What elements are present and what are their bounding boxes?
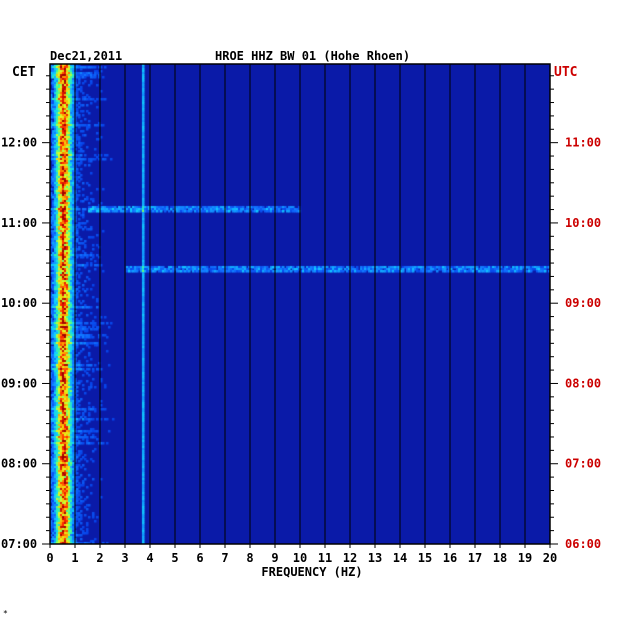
right-time-label: 07:00: [565, 457, 601, 471]
x-tick-label: 0: [46, 551, 53, 565]
left-time-label: 10:00: [1, 296, 37, 310]
x-tick-label: 6: [196, 551, 203, 565]
x-tick-label: 9: [271, 551, 278, 565]
x-tick-label: 19: [518, 551, 532, 565]
frequency-gridlines: [74, 64, 526, 544]
x-tick-label: 7: [221, 551, 228, 565]
left-time-label: 11:00: [1, 216, 37, 230]
left-time-label: 12:00: [1, 136, 37, 150]
x-tick-label: 18: [493, 551, 507, 565]
left-time-label: 09:00: [1, 376, 37, 390]
x-tick-label: 4: [146, 551, 153, 565]
right-timezone-label: UTC: [554, 65, 577, 80]
left-time-axis: 12:00 11:00 10:00 09:00 08:00 07:00: [1, 75, 50, 551]
x-tick-label: 1: [71, 551, 78, 565]
x-tick-label: 11: [318, 551, 332, 565]
right-time-label: 08:00: [565, 376, 601, 390]
x-tick-label: 17: [468, 551, 482, 565]
x-tick-label: 12: [343, 551, 357, 565]
x-tick-label: 5: [171, 551, 178, 565]
x-tick-label: 13: [368, 551, 382, 565]
date-label: Dec21,2011: [50, 49, 122, 63]
x-axis-label: FREQUENCY (HZ): [261, 565, 362, 579]
x-tick-label: 15: [418, 551, 432, 565]
left-time-label: 08:00: [1, 457, 37, 471]
x-tick-label: 2: [96, 551, 103, 565]
right-time-label: 06:00: [565, 537, 601, 551]
left-timezone-label: CET: [12, 65, 36, 80]
x-tick-label: 16: [443, 551, 457, 565]
x-tick-label: 8: [246, 551, 253, 565]
x-tick-label: 3: [121, 551, 128, 565]
x-tick-label: 20: [543, 551, 557, 565]
station-title: HROE HHZ BW 01 (Hohe Rhoen): [215, 49, 410, 63]
footer-mark: *: [3, 609, 8, 618]
left-time-label: 07:00: [1, 537, 37, 551]
right-time-label: 11:00: [565, 136, 601, 150]
right-time-label: 10:00: [565, 216, 601, 230]
frequency-axis: 0 1 2 3 4 5 6 7 8 9 10 11 12 13 14 15 16 17 18 19 20: [46, 544, 557, 565]
right-time-axis: 11:00 10:00 09:00 08:00 07:00 06:00: [550, 75, 601, 551]
right-time-label: 09:00: [565, 296, 601, 310]
x-tick-label: 10: [293, 551, 307, 565]
x-tick-label: 14: [393, 551, 407, 565]
